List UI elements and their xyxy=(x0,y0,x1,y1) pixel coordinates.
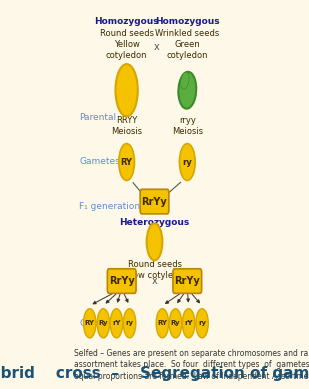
Text: rY: rY xyxy=(184,320,193,326)
FancyBboxPatch shape xyxy=(107,269,136,293)
Text: F₁ generation: F₁ generation xyxy=(79,202,140,211)
Circle shape xyxy=(119,144,134,180)
Text: ry: ry xyxy=(198,320,206,326)
Circle shape xyxy=(83,309,96,338)
Circle shape xyxy=(116,64,138,116)
Text: Parental: Parental xyxy=(79,112,116,122)
Text: Heterozygous: Heterozygous xyxy=(119,218,190,227)
Text: Ry: Ry xyxy=(99,320,108,326)
Text: Selfed – Genes are present on separate chromosomes and random
assortment takes p: Selfed – Genes are present on separate c… xyxy=(74,349,309,381)
Text: RY: RY xyxy=(85,320,95,326)
Text: x: x xyxy=(154,42,160,52)
Circle shape xyxy=(196,309,208,338)
Circle shape xyxy=(156,309,169,338)
Text: rryy
Meiosis: rryy Meiosis xyxy=(172,116,203,136)
Text: Gametes: Gametes xyxy=(79,157,120,166)
Circle shape xyxy=(182,309,195,338)
FancyBboxPatch shape xyxy=(173,269,202,293)
Text: ry: ry xyxy=(182,158,192,166)
FancyBboxPatch shape xyxy=(140,189,169,214)
Text: ry: ry xyxy=(125,320,133,326)
Text: Gametes: Gametes xyxy=(79,319,120,328)
Text: RrYy: RrYy xyxy=(142,196,167,207)
Circle shape xyxy=(110,309,123,338)
Text: rY: rY xyxy=(112,320,121,326)
Text: Homozygous: Homozygous xyxy=(94,17,159,26)
Text: Wrinkled seeds
Green
cotyledon: Wrinkled seeds Green cotyledon xyxy=(155,29,219,60)
Circle shape xyxy=(147,223,162,260)
Circle shape xyxy=(97,309,110,338)
Text: RY: RY xyxy=(157,320,167,326)
Circle shape xyxy=(123,309,136,338)
Text: x: x xyxy=(152,276,157,286)
Circle shape xyxy=(180,144,195,180)
Text: RrYy: RrYy xyxy=(174,276,200,286)
Text: Round seeds
Yellow
cotyledon: Round seeds Yellow cotyledon xyxy=(99,29,154,60)
Text: RY: RY xyxy=(121,158,133,166)
Text: RrYy: RrYy xyxy=(109,276,135,286)
Text: Round seeds
Yellow cotyledon: Round seeds Yellow cotyledon xyxy=(120,260,189,280)
Text: RRYY
Meiosis: RRYY Meiosis xyxy=(111,116,142,136)
Text: Dihybrid    cross  –    Segregation of gametes: Dihybrid cross – Segregation of gametes xyxy=(0,366,309,381)
Text: Homozygous: Homozygous xyxy=(155,17,220,26)
Circle shape xyxy=(169,309,182,338)
Text: Ry: Ry xyxy=(171,320,180,326)
Ellipse shape xyxy=(178,72,196,109)
Ellipse shape xyxy=(180,72,189,89)
